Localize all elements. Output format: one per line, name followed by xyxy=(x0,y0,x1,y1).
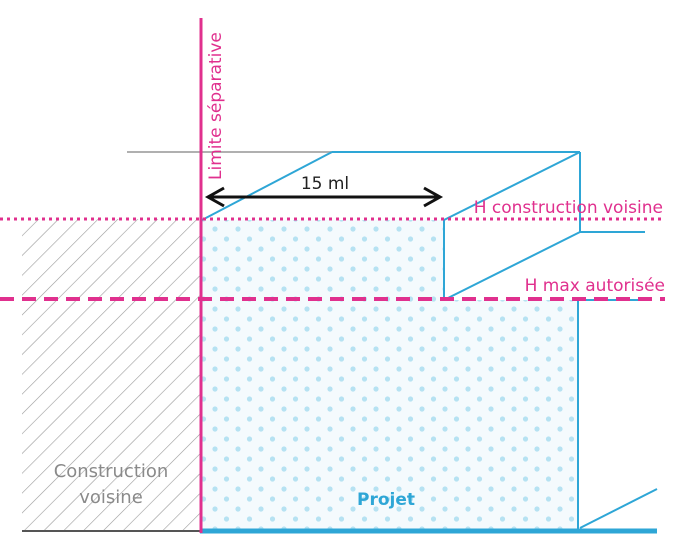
h-construction-voisine-label: H construction voisine xyxy=(474,198,663,218)
neighbor-construction-hatch xyxy=(22,219,200,530)
project-fill xyxy=(202,220,578,530)
project-right-tint xyxy=(444,300,578,530)
distance-arrow xyxy=(204,186,444,208)
neighbor-construction-label-line1: Construction xyxy=(54,461,169,482)
h-max-autorisee-label: H max autorisée xyxy=(525,276,665,296)
neighbor-construction-label-line2: voisine xyxy=(79,487,143,508)
project-lower-tint xyxy=(202,220,444,530)
distance-label: 15 ml xyxy=(301,174,349,194)
project-lower-fill xyxy=(202,300,578,530)
separation-limit-label: Limite séparative xyxy=(206,32,226,180)
project-upper-fill xyxy=(202,220,444,300)
step-diagonal xyxy=(443,231,581,301)
neighbor-construction: Construction voisine xyxy=(22,219,200,530)
ground-right-diagonal xyxy=(579,488,658,529)
top-box-left-diagonal xyxy=(201,151,333,221)
project-outline xyxy=(201,151,658,530)
upper-right-diagonal xyxy=(443,151,581,221)
project-label: Projet xyxy=(357,490,415,510)
